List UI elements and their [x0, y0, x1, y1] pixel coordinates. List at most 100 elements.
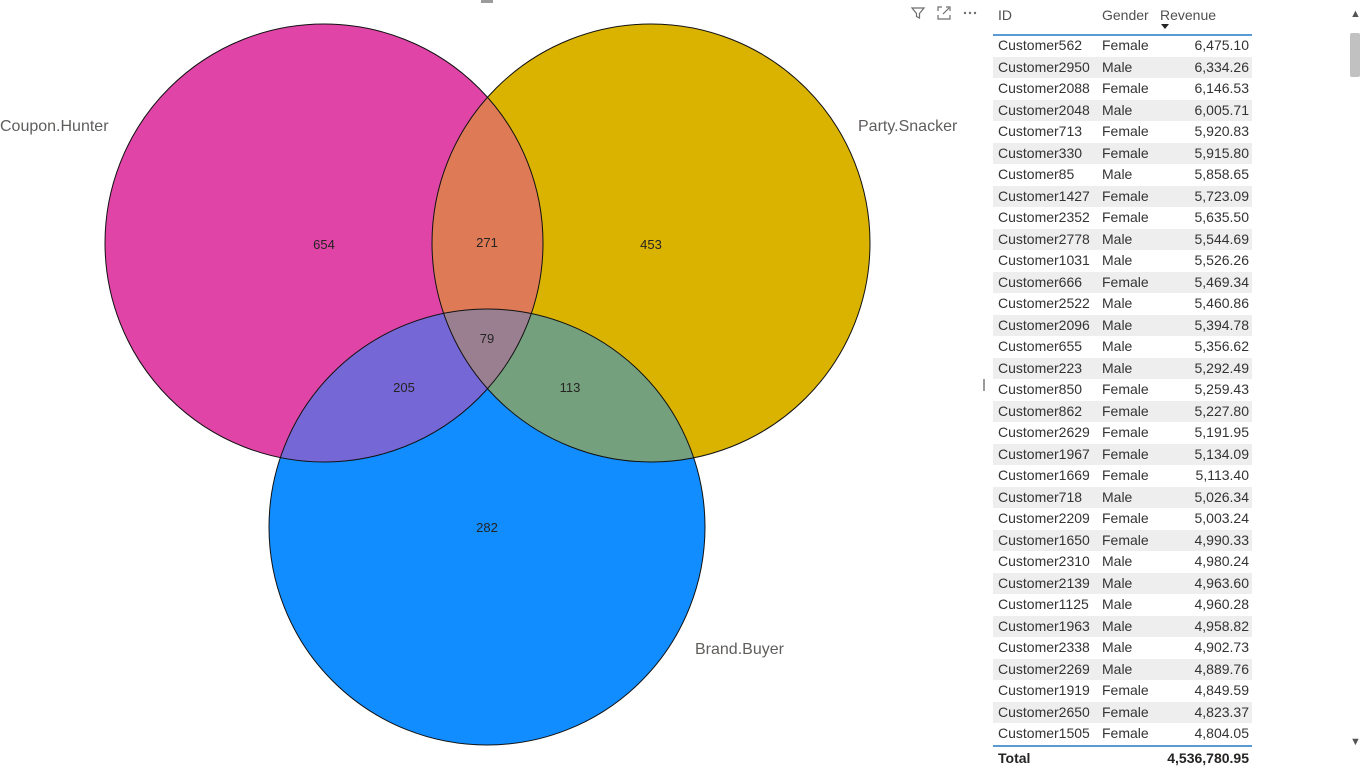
cell-gender: Female — [1102, 467, 1149, 483]
cell-id: Customer2310 — [998, 553, 1090, 569]
cell-gender: Male — [1102, 58, 1133, 75]
count-party-only: 453 — [640, 237, 662, 252]
cell-revenue: 5,003.24 — [1194, 510, 1250, 526]
cell-id: Customer2139 — [998, 574, 1090, 591]
table-row[interactable]: Customer2096 Male 5,394.78 — [993, 314, 1252, 336]
count-brand-only: 282 — [476, 520, 498, 535]
region-coupon-brand[interactable] — [269, 309, 705, 745]
table-row[interactable]: Customer2310 Male 4,980.24 — [993, 551, 1252, 573]
cell-id: Customer223 — [998, 359, 1083, 376]
cell-revenue: 4,902.73 — [1194, 639, 1250, 655]
focus-mode-icon[interactable] — [934, 3, 954, 23]
column-header-revenue[interactable]: Revenue — [1160, 7, 1217, 23]
visual-header — [908, 2, 980, 24]
cell-revenue: 5,920.83 — [1194, 123, 1250, 139]
cell-revenue: 6,005.71 — [1194, 101, 1250, 118]
scroll-down-icon[interactable]: ▼ — [1350, 736, 1361, 748]
cell-revenue: 5,356.62 — [1194, 338, 1250, 354]
table-row[interactable]: Customer330 Female 5,915.80 — [993, 142, 1252, 164]
scroll-thumb[interactable] — [1350, 33, 1360, 77]
cell-gender: Male — [1102, 295, 1133, 311]
label-brand-buyer: Brand.Buyer — [695, 641, 785, 658]
outline-coupon-hunter — [104, 23, 544, 463]
count-coupon-party: 271 — [476, 235, 498, 250]
table-row[interactable]: Customer1125 Male 4,960.28 — [993, 594, 1252, 616]
visual-resize-handle-side[interactable] — [983, 379, 986, 391]
cell-gender: Male — [1102, 639, 1133, 655]
table-row[interactable]: Customer862 Female 5,227.80 — [993, 400, 1252, 422]
cell-revenue: 5,026.34 — [1194, 488, 1250, 505]
cell-revenue: 5,134.09 — [1194, 445, 1250, 462]
table-row[interactable]: Customer1669 Female 5,113.40 — [993, 465, 1252, 487]
cell-id: Customer713 — [998, 123, 1083, 139]
total-revenue: 4,536,780.95 — [1167, 750, 1249, 766]
table-row[interactable]: Customer718 Male 5,026.34 — [993, 486, 1252, 508]
table-row[interactable]: Customer562 Female 6,475.10 — [993, 35, 1252, 57]
cell-id: Customer330 — [998, 144, 1083, 161]
table-row[interactable]: Customer655 Male 5,356.62 — [993, 336, 1252, 358]
table-row[interactable]: Customer2048 Male 6,005.71 — [993, 99, 1252, 121]
cell-id: Customer2048 — [998, 101, 1090, 118]
table-row[interactable]: Customer2209 Female 5,003.24 — [993, 508, 1252, 530]
table-row[interactable]: Customer2629 Female 5,191.95 — [993, 422, 1252, 444]
cell-revenue: 5,858.65 — [1194, 166, 1250, 182]
table-row[interactable]: Customer85 Male 5,858.65 — [993, 164, 1252, 186]
table-row[interactable]: Customer2522 Male 5,460.86 — [993, 293, 1252, 315]
cell-gender: Male — [1102, 596, 1133, 612]
table-row[interactable]: Customer2950 Male 6,334.26 — [993, 56, 1252, 78]
cell-id: Customer2778 — [998, 230, 1090, 247]
table-scrollbar[interactable]: ▲ ▼ — [1345, 0, 1366, 768]
table-row[interactable]: Customer1919 Female 4,849.59 — [993, 680, 1252, 702]
cell-revenue: 4,980.24 — [1194, 553, 1250, 569]
cell-revenue: 5,469.34 — [1194, 273, 1250, 290]
cell-revenue: 4,823.37 — [1194, 703, 1250, 720]
cell-id: Customer1125 — [998, 596, 1089, 612]
table-row[interactable]: Customer713 Female 5,920.83 — [993, 121, 1252, 143]
cell-id: Customer1669 — [998, 467, 1090, 483]
cell-revenue: 5,526.26 — [1194, 252, 1250, 268]
table-row[interactable]: Customer223 Male 5,292.49 — [993, 357, 1252, 379]
column-header-gender[interactable]: Gender — [1102, 7, 1149, 23]
table-body: Customer562 Female 6,475.10 Customer2950 Mal… — [993, 35, 1252, 745]
cell-id: Customer655 — [998, 338, 1083, 354]
filter-icon[interactable] — [908, 3, 928, 23]
table-row[interactable]: Customer2338 Male 4,902.73 — [993, 637, 1252, 659]
cell-revenue: 5,915.80 — [1194, 144, 1250, 161]
cell-revenue: 6,146.53 — [1194, 80, 1250, 96]
cell-id: Customer2950 — [998, 58, 1090, 75]
cell-id: Customer2269 — [998, 660, 1090, 677]
cell-gender: Female — [1102, 402, 1149, 419]
more-options-icon[interactable] — [960, 3, 980, 23]
sort-descending-icon — [1161, 24, 1169, 29]
cell-id: Customer2352 — [998, 209, 1090, 225]
table-row[interactable]: Customer2139 Male 4,963.60 — [993, 572, 1252, 594]
cell-gender: Male — [1102, 617, 1133, 634]
cell-revenue: 4,963.60 — [1194, 574, 1250, 591]
cell-gender: Female — [1102, 273, 1149, 290]
table-row[interactable]: Customer2650 Female 4,823.37 — [993, 701, 1252, 723]
table-row[interactable]: Customer1031 Male 5,526.26 — [993, 250, 1252, 272]
table-row[interactable]: Customer2088 Female 6,146.53 — [993, 78, 1252, 100]
table-row[interactable]: Customer1427 Female 5,723.09 — [993, 185, 1252, 207]
table-row[interactable]: Customer1967 Female 5,134.09 — [993, 443, 1252, 465]
table-row[interactable]: Customer1650 Female 4,990.33 — [993, 529, 1252, 551]
table-row[interactable]: Customer2269 Male 4,889.76 — [993, 658, 1252, 680]
cell-gender: Female — [1102, 445, 1149, 462]
cell-gender: Male — [1102, 660, 1133, 677]
table-row[interactable]: Customer666 Female 5,469.34 — [993, 271, 1252, 293]
table-row[interactable]: Customer850 Female 5,259.43 — [993, 379, 1252, 401]
scroll-up-icon[interactable]: ▲ — [1350, 8, 1361, 20]
cell-id: Customer2629 — [998, 424, 1090, 440]
table-row[interactable]: Customer1505 Female 4,804.05 — [993, 723, 1252, 745]
cell-id: Customer718 — [998, 488, 1083, 505]
venn-diagram: Coupon.Hunter Party.Snacker Brand.Buyer … — [0, 23, 958, 746]
cell-gender: Female — [1102, 80, 1149, 96]
region-party-brand[interactable] — [269, 309, 705, 745]
cell-gender: Female — [1102, 381, 1149, 397]
table-row[interactable]: Customer1963 Male 4,958.82 — [993, 615, 1252, 637]
table-row[interactable]: Customer2778 Male 5,544.69 — [993, 228, 1252, 250]
column-header-id[interactable]: ID — [998, 7, 1012, 23]
table-row[interactable]: Customer2352 Female 5,635.50 — [993, 207, 1252, 229]
cell-id: Customer1031 — [998, 252, 1090, 268]
visual-resize-handle[interactable] — [481, 0, 493, 3]
